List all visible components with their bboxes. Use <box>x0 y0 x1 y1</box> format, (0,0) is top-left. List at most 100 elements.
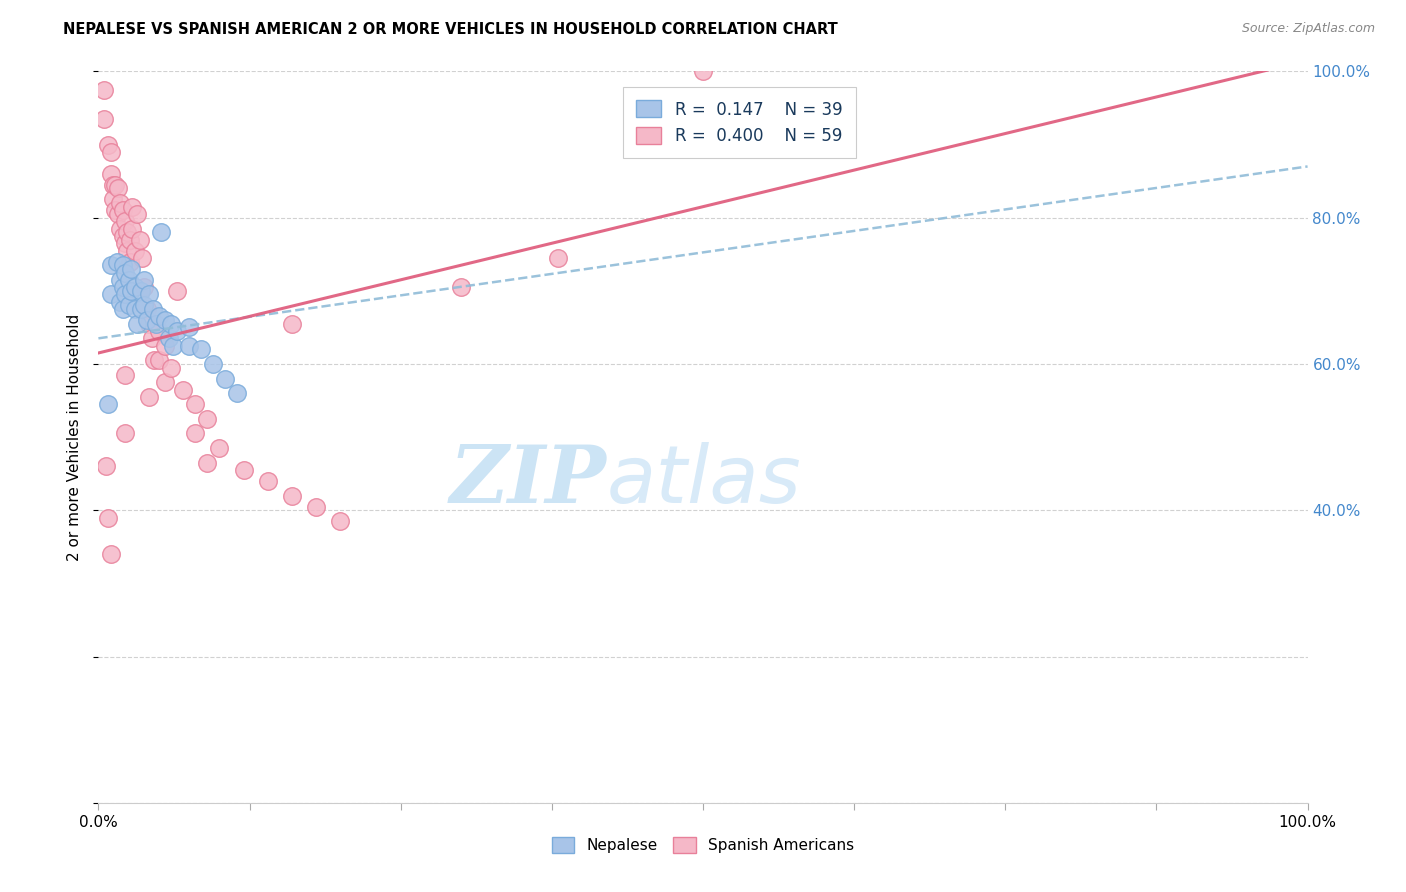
Point <box>93 83 115 97</box>
Point <box>195 412 218 426</box>
Point <box>107 207 129 221</box>
Point <box>114 266 136 280</box>
Point <box>143 353 166 368</box>
Point <box>124 280 146 294</box>
Point <box>329 514 352 528</box>
Point <box>100 258 122 272</box>
Point <box>202 357 225 371</box>
Point <box>162 338 184 352</box>
Point <box>157 331 180 345</box>
Point <box>111 280 134 294</box>
Point <box>138 390 160 404</box>
Point <box>94 459 117 474</box>
Point <box>121 221 143 235</box>
Point <box>111 301 134 317</box>
Point <box>153 376 176 390</box>
Point <box>127 317 149 331</box>
Point <box>134 273 156 287</box>
Point <box>160 360 183 375</box>
Point <box>138 287 160 301</box>
Point <box>166 284 188 298</box>
Point <box>114 368 136 382</box>
Point <box>232 463 254 477</box>
Point <box>114 236 136 251</box>
Point <box>135 313 157 327</box>
Point <box>100 547 122 561</box>
Point <box>111 203 134 218</box>
Point <box>281 489 304 503</box>
Point <box>208 441 231 455</box>
Point <box>108 294 131 309</box>
Point <box>153 313 176 327</box>
Point <box>692 64 714 78</box>
Point <box>121 200 143 214</box>
Point <box>148 310 170 324</box>
Point <box>142 301 165 317</box>
Point <box>184 397 207 411</box>
Point <box>179 320 201 334</box>
Point <box>148 324 170 338</box>
Point <box>190 343 212 357</box>
Point <box>184 426 207 441</box>
Point <box>129 301 152 317</box>
Point <box>141 331 163 345</box>
Point <box>160 317 183 331</box>
Point <box>134 298 156 312</box>
Legend: Nepalese, Spanish Americans: Nepalese, Spanish Americans <box>544 830 862 861</box>
Point <box>134 280 156 294</box>
Point <box>127 207 149 221</box>
Point <box>114 214 136 228</box>
Point <box>129 284 152 298</box>
Point <box>145 317 167 331</box>
Point <box>226 386 249 401</box>
Point <box>114 287 136 301</box>
Point <box>118 254 141 268</box>
Point <box>135 301 157 317</box>
Point <box>547 251 569 265</box>
Point <box>124 244 146 258</box>
Point <box>93 112 115 126</box>
Point <box>104 203 127 218</box>
Point <box>120 261 142 276</box>
Point <box>97 397 120 411</box>
Point <box>100 145 122 159</box>
Point <box>105 254 128 268</box>
Text: ZIP: ZIP <box>450 442 606 520</box>
Point <box>281 317 304 331</box>
Point <box>172 383 194 397</box>
Point <box>104 178 127 192</box>
Point <box>100 167 122 181</box>
Point <box>101 193 124 207</box>
Point <box>128 233 150 247</box>
Point <box>117 244 139 258</box>
Point <box>166 324 188 338</box>
Point <box>108 196 131 211</box>
Text: atlas: atlas <box>606 442 801 520</box>
Point <box>97 510 120 524</box>
Point <box>153 338 176 352</box>
Point <box>131 251 153 265</box>
Point <box>214 371 236 385</box>
Point <box>111 228 134 243</box>
Point <box>118 273 141 287</box>
Point <box>120 284 142 298</box>
Point <box>138 317 160 331</box>
Point <box>117 225 139 239</box>
Point <box>450 280 472 294</box>
Point <box>179 338 201 352</box>
Point <box>114 426 136 441</box>
Text: NEPALESE VS SPANISH AMERICAN 2 OR MORE VEHICLES IN HOUSEHOLD CORRELATION CHART: NEPALESE VS SPANISH AMERICAN 2 OR MORE V… <box>63 22 838 37</box>
Point <box>97 137 120 152</box>
Point <box>148 353 170 368</box>
Point <box>118 233 141 247</box>
Point <box>100 287 122 301</box>
Point <box>150 225 173 239</box>
Point <box>111 258 134 272</box>
Point <box>124 301 146 317</box>
Text: Source: ZipAtlas.com: Source: ZipAtlas.com <box>1241 22 1375 36</box>
Point <box>195 456 218 470</box>
Point <box>305 500 328 514</box>
Point <box>101 178 124 192</box>
Point <box>108 273 131 287</box>
Y-axis label: 2 or more Vehicles in Household: 2 or more Vehicles in Household <box>67 313 83 561</box>
